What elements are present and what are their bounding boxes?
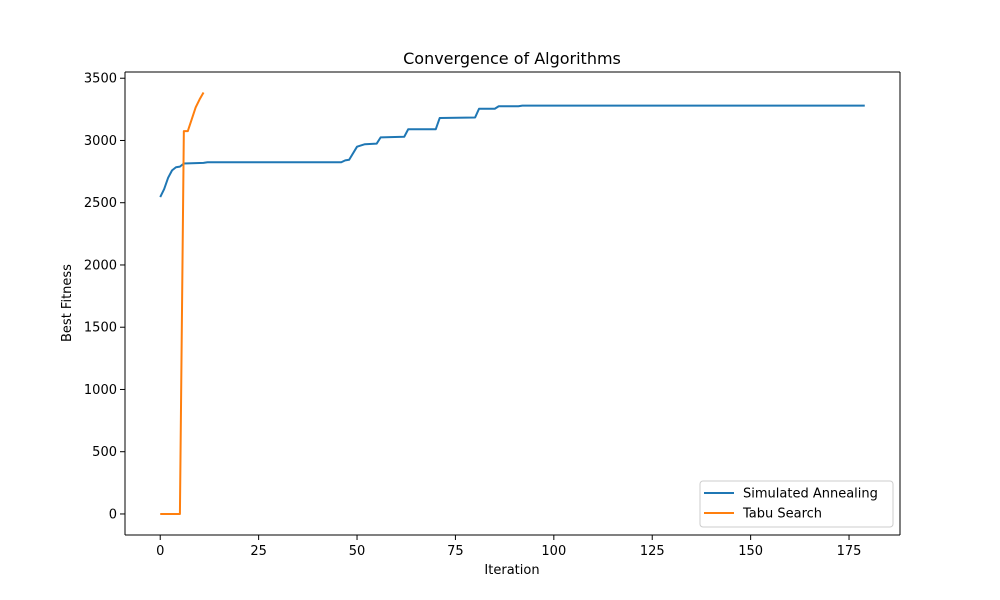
x-axis-ticks: 0 25 50 75 100 125 150 175: [156, 535, 861, 559]
y-tick-label: 500: [92, 445, 117, 460]
x-tick-label: 125: [640, 544, 665, 559]
legend: Simulated Annealing Tabu Search: [699, 480, 894, 528]
y-axis-ticks: 0 500 1000 1500 2000 2500 3000 3500: [84, 72, 125, 522]
y-tick-label: 3000: [84, 134, 117, 149]
y-tick-label: 1500: [84, 321, 117, 336]
legend-label-simulated-annealing: Simulated Annealing: [743, 487, 878, 502]
x-tick-label: 150: [738, 544, 763, 559]
plot-area: 0 25 50 75 100 125 150 175 0 500 1000 1500 2000 2500…: [84, 71, 901, 559]
plot-background: [125, 72, 900, 535]
x-tick-label: 0: [156, 544, 164, 559]
y-tick-label: 2500: [84, 196, 117, 211]
series-line-tabu-search: [160, 92, 205, 515]
x-axis-label: Iteration: [484, 563, 539, 578]
x-tick-label: 100: [541, 544, 566, 559]
y-tick-label: 0: [109, 507, 117, 522]
x-tick-label: 25: [250, 544, 267, 559]
series-line-simulated-annealing: [159, 104, 865, 198]
axes-frame: [124, 71, 901, 536]
y-tick-label: 1000: [84, 383, 117, 398]
legend-label-tabu-search: Tabu Search: [742, 507, 822, 522]
y-tick-label: 3500: [84, 72, 117, 87]
x-tick-label: 175: [837, 544, 862, 559]
chart-title: Convergence of Algorithms: [403, 49, 621, 68]
legend-box: [699, 480, 894, 528]
y-axis-label: Best Fitness: [60, 264, 75, 342]
series-layer: [159, 92, 865, 515]
y-tick-label: 2000: [84, 258, 117, 273]
x-tick-label: 50: [349, 544, 366, 559]
x-tick-label: 75: [447, 544, 464, 559]
